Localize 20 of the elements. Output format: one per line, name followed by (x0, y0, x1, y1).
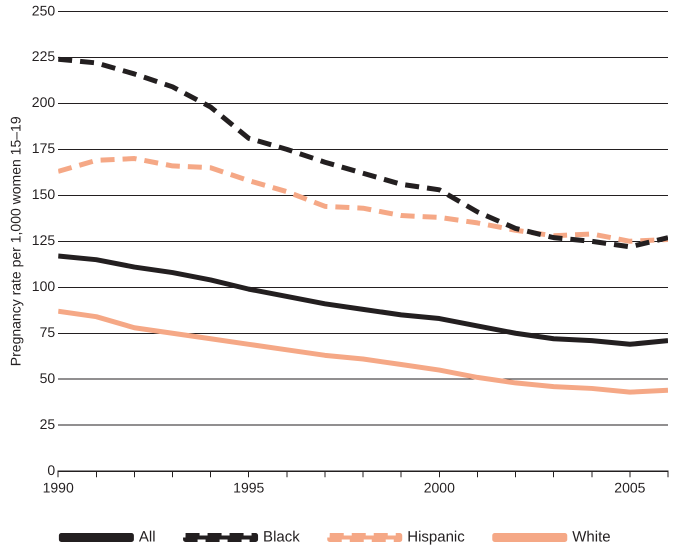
y-tick-label: 50 (40, 370, 56, 386)
x-tick-label: 1990 (42, 479, 74, 496)
y-tick-label: 200 (32, 94, 56, 110)
y-tick-label: 125 (32, 232, 56, 248)
legend-label: Hispanic (407, 528, 466, 546)
x-tick-label: 1995 (233, 479, 265, 496)
y-tick-label: 225 (32, 48, 56, 64)
legend-label: White (572, 528, 611, 546)
y-axis-title: Pregnancy rate per 1,000 women 15–19 (7, 116, 24, 366)
y-tick-label: 150 (32, 186, 56, 202)
legend-label: Black (263, 528, 300, 546)
y-tick-label: 25 (40, 416, 56, 432)
x-tick-label: 2000 (424, 479, 456, 496)
x-tick-label: 2005 (614, 479, 646, 496)
legend-label: All (138, 528, 156, 546)
y-tick-label: 0 (47, 462, 56, 478)
y-tick-label: 100 (32, 278, 56, 294)
y-tick-label: 250 (32, 2, 56, 18)
y-tick-label: 175 (32, 140, 56, 156)
y-tick-label: 75 (40, 324, 56, 340)
